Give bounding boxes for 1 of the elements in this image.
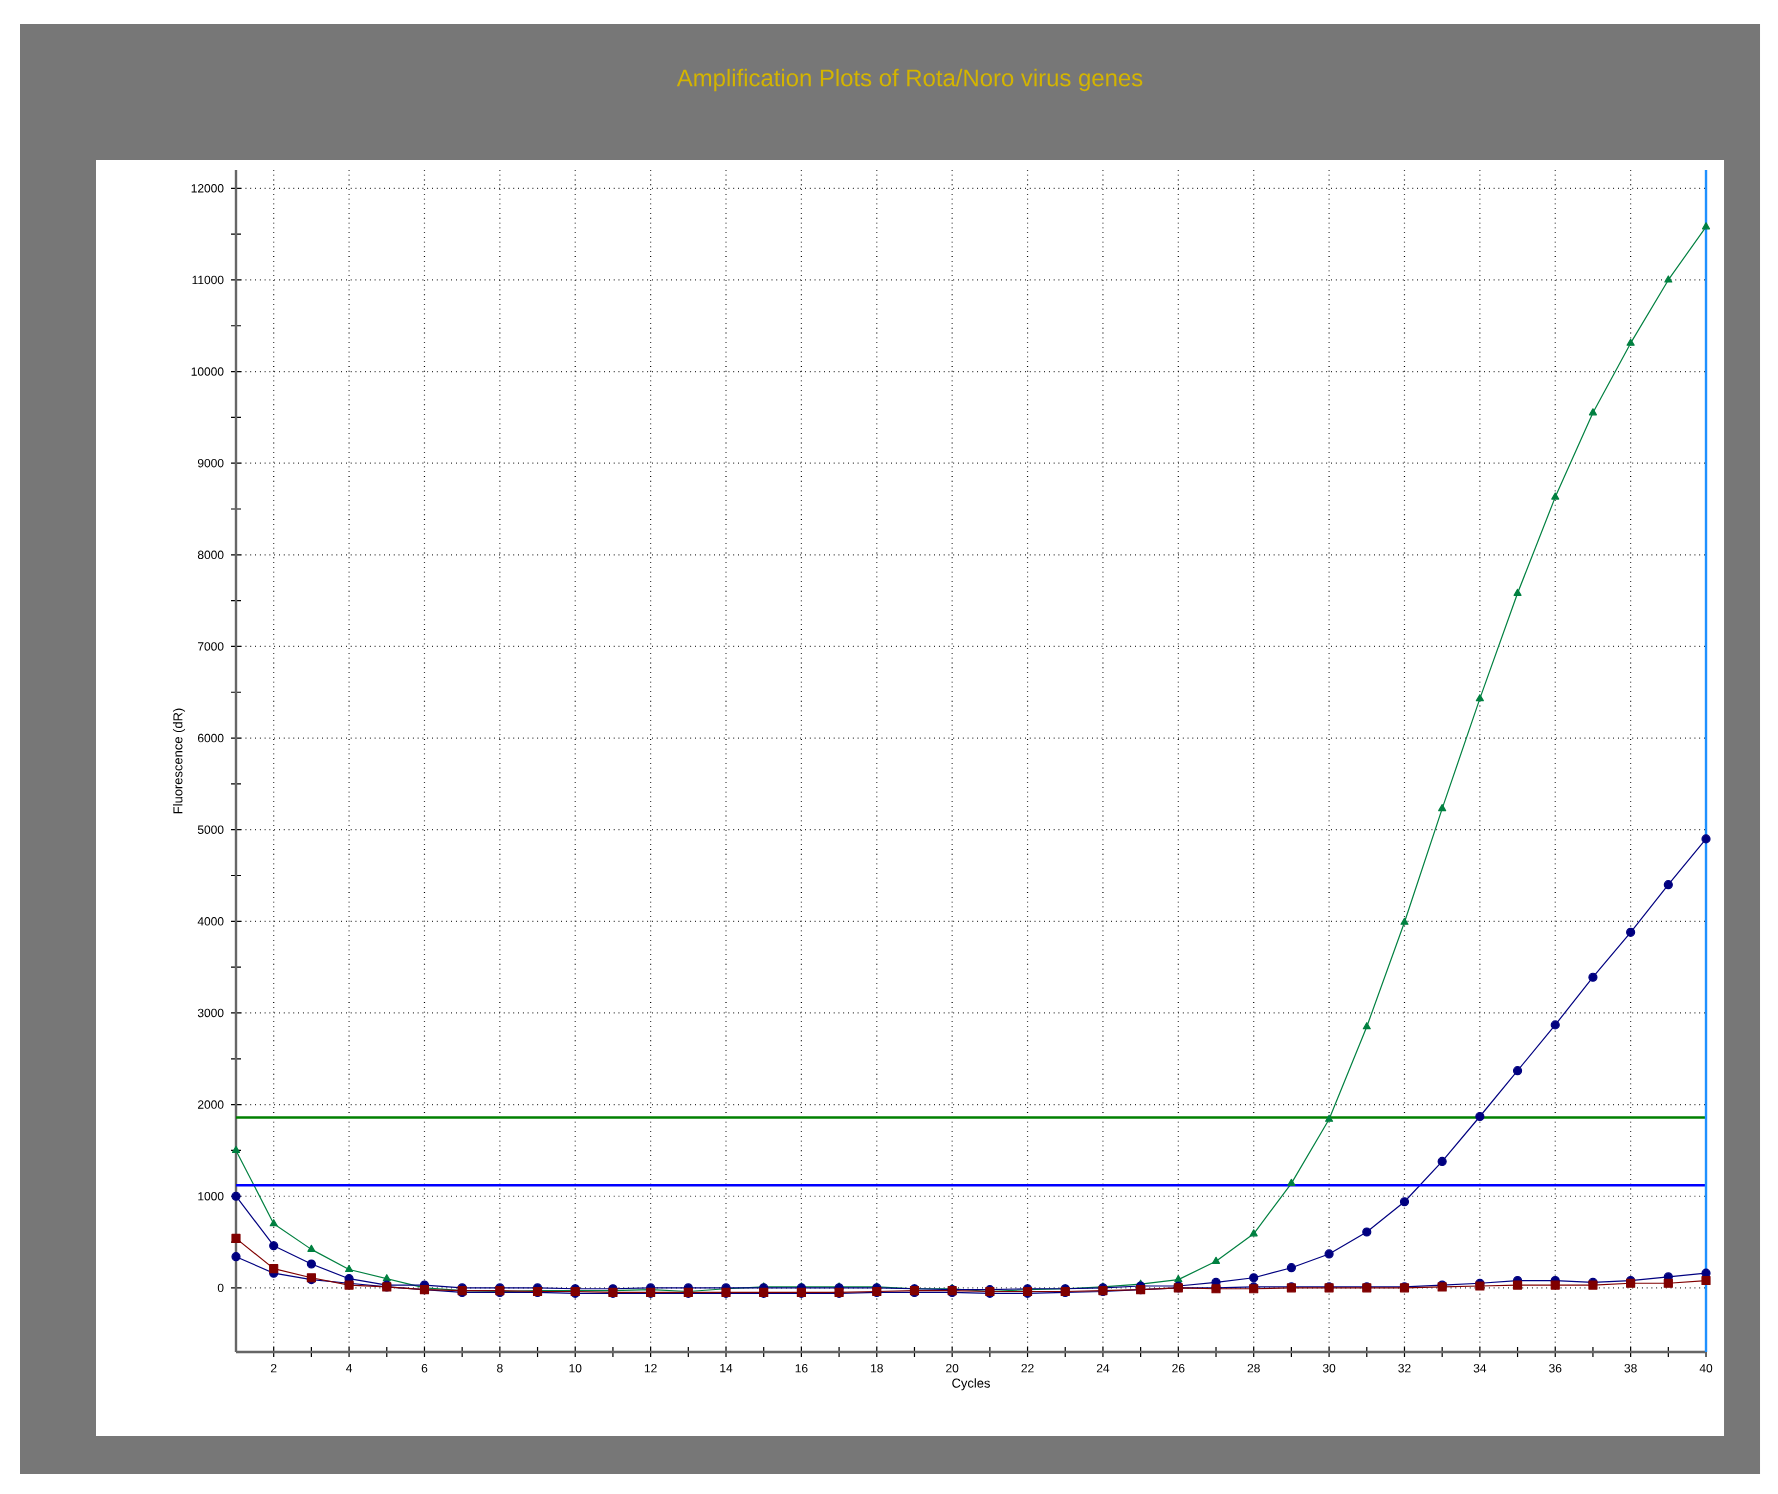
chart-title: Amplification Plots of Rota/Noro virus genes (676, 68, 1143, 92)
